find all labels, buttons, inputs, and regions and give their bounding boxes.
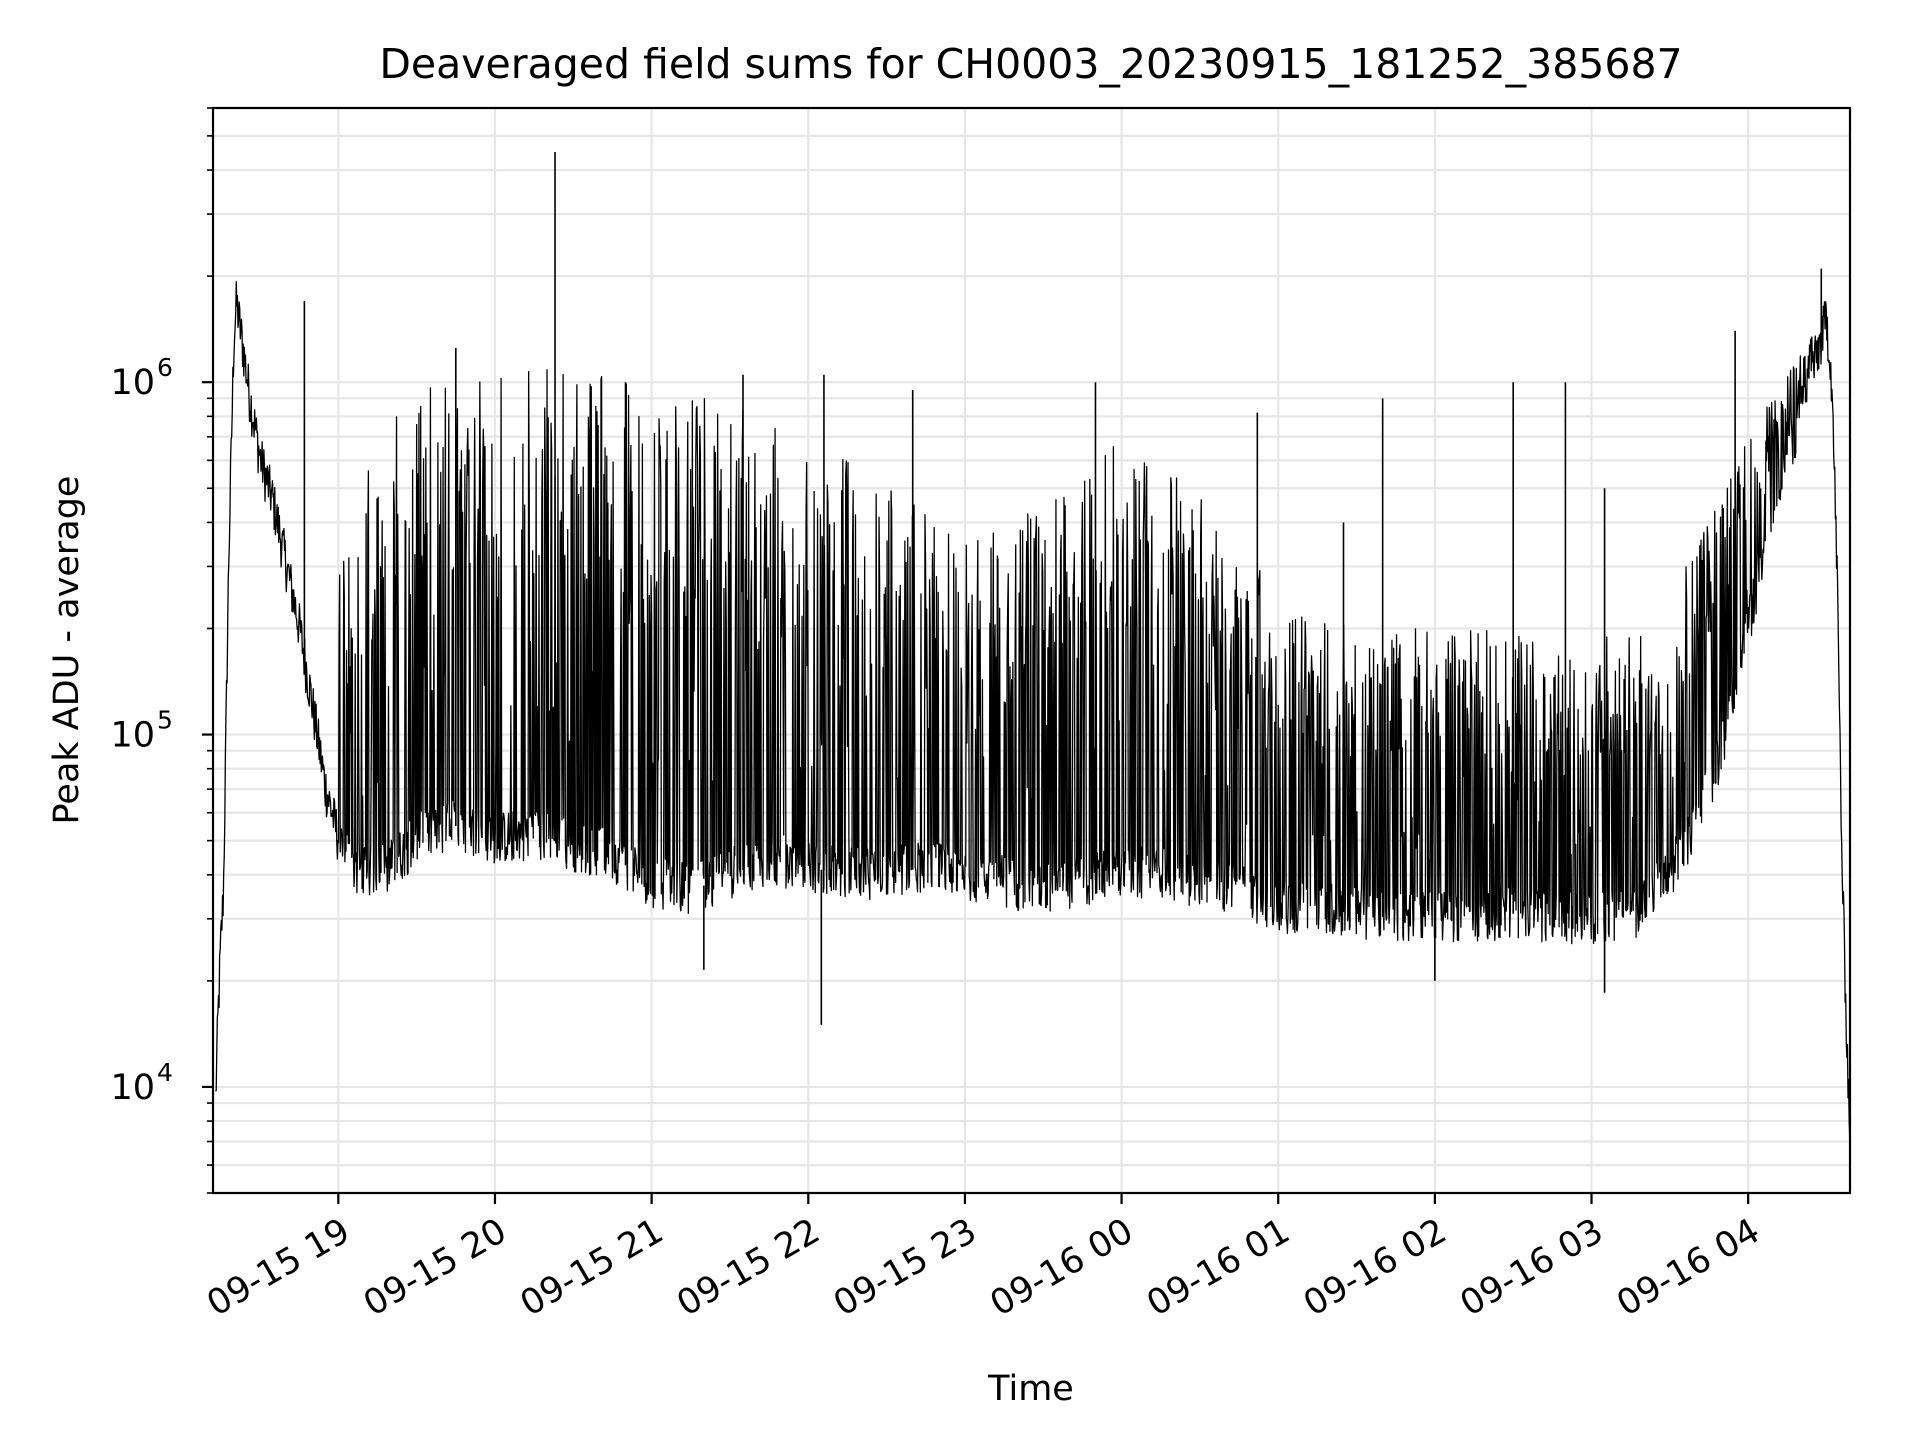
axes-frame xyxy=(211,106,1852,1195)
y-tick-label: 10 xyxy=(110,1068,155,1108)
y-tick-label-exponent: 5 xyxy=(157,706,173,735)
series-layer xyxy=(215,152,1850,1140)
y-axis-label: Peak ADU - average xyxy=(47,476,87,825)
plot-area xyxy=(215,152,1850,1140)
series-line xyxy=(215,281,1850,1140)
x-axis-label: Time xyxy=(987,1369,1074,1409)
y-tick-label: 10 xyxy=(110,363,155,403)
y-tick-label: 10 xyxy=(110,716,155,756)
y-tick-label-exponent: 4 xyxy=(157,1058,173,1087)
chart-title: Deaveraged field sums for CH0003_2023091… xyxy=(379,40,1682,88)
y-tick-label-exponent: 6 xyxy=(157,353,173,382)
